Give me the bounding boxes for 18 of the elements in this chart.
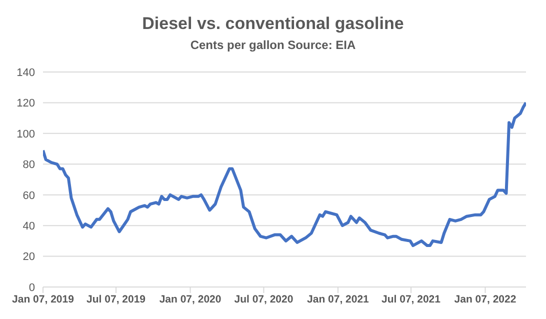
- x-tick-label: Jan 07, 2019: [12, 293, 74, 306]
- chart-subtitle: Cents per gallon Source: EIA: [189, 38, 357, 52]
- x-tick-label: Jan 07, 2020: [159, 293, 222, 306]
- y-tick-label: 20: [22, 251, 35, 264]
- y-tick-label: 140: [16, 66, 35, 79]
- line-series: [43, 101, 526, 248]
- x-tick-label: Jan 07, 2022: [454, 293, 516, 306]
- chart-title: Diesel vs. conventional gasoline: [141, 14, 405, 34]
- y-tick-label: 0: [28, 282, 35, 294]
- x-tick-label: Jul 07, 2021: [382, 293, 441, 306]
- y-tick-label: 40: [22, 220, 35, 232]
- y-tick-label: 80: [22, 159, 35, 172]
- y-tick-label: 120: [16, 98, 35, 110]
- x-tick-label: Jul 07, 2019: [86, 293, 146, 306]
- y-tick-label: 100: [16, 128, 35, 140]
- x-tick-label: Jan 07, 2021: [307, 293, 370, 306]
- x-tick-label: Jul 07, 2020: [234, 293, 294, 306]
- y-tick-label: 60: [22, 190, 35, 202]
